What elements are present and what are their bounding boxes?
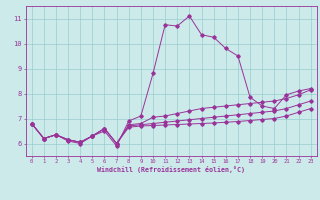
X-axis label: Windchill (Refroidissement éolien,°C): Windchill (Refroidissement éolien,°C)	[97, 166, 245, 173]
